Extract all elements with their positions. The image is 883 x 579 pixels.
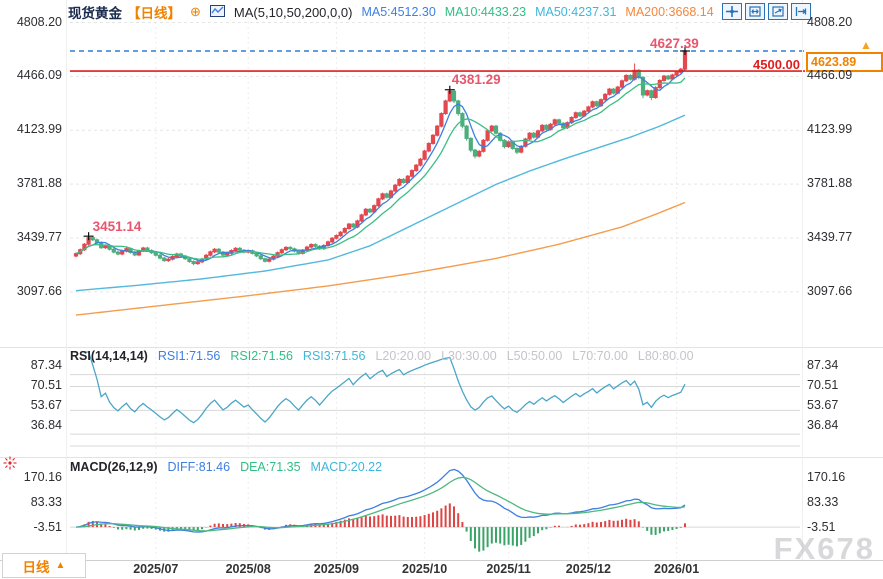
- instrument-title: 现货黄金: [68, 6, 122, 21]
- ma200-line: [75, 201, 686, 316]
- axis-separator: [0, 560, 883, 561]
- date-axis-label: 2025/09: [313, 562, 359, 576]
- date-axis-label: 2025/11: [486, 562, 531, 576]
- rsi-l20-value: L20:20.00: [375, 349, 432, 363]
- horizontal-line-price-label[interactable]: 4500.00: [753, 57, 800, 72]
- candlestick-series: [73, 50, 688, 266]
- macd-macd-value: MACD:20.22: [310, 460, 383, 474]
- price-axis-label: 4808.20: [807, 14, 853, 29]
- rsi2-value: RSI2:71.56: [230, 349, 293, 363]
- rsi-l80-value: L80:80.00: [637, 349, 694, 363]
- price-axis-label: 3097.66: [16, 283, 62, 298]
- rsi-axis-label: 70.51: [30, 377, 62, 392]
- restore-scale-button[interactable]: [768, 3, 788, 20]
- macd-axis-label: 83.33: [30, 495, 62, 510]
- sun-icon: [3, 456, 17, 475]
- rsi-l70-value: L70:70.00: [572, 349, 628, 363]
- panel-separator: [0, 347, 883, 348]
- price-annotation: 4627.39: [650, 35, 699, 51]
- macd-header: MACD(26,12,9) DIFF:81.46 DEA:71.35 MACD:…: [70, 460, 382, 474]
- date-axis-label: 2026/01: [654, 562, 700, 576]
- price-axis-label: 3439.77: [16, 229, 62, 244]
- chart-header: 现货黄金 【日线】 ⊕ MA(5,10,50,200,0,0) MA5:4512…: [68, 2, 714, 22]
- ma-settings-label[interactable]: MA(5,10,50,200,0,0): [233, 4, 353, 20]
- ma10-line: [75, 77, 686, 260]
- rsi-header: RSI(14,14,14) RSI1:71.56 RSI2:71.56 RSI3…: [70, 349, 694, 363]
- rsi-axis-label: 36.84: [807, 418, 839, 432]
- go-to-latest-button[interactable]: [791, 3, 811, 20]
- macd-diff-line: [75, 468, 686, 533]
- macd-axis-label: 170.16: [807, 469, 846, 484]
- price-axis-label: 4123.99: [16, 122, 62, 137]
- ma200-value: MA200:3668.14: [625, 5, 714, 19]
- chart-toolbar: [722, 3, 811, 20]
- panel-separator: [0, 457, 883, 458]
- macd-dea-value: DEA:71.35: [240, 460, 301, 474]
- macd-name[interactable]: MACD(26,12,9): [70, 460, 158, 474]
- ma10-value: MA10:4433.23: [444, 5, 527, 19]
- rsi1-value: RSI1:71.56: [157, 349, 221, 363]
- rsi-name[interactable]: RSI(14,14,14): [70, 349, 148, 363]
- ma-indicator-icon: [209, 5, 225, 19]
- macd-axis-label: -3.51: [807, 520, 836, 535]
- macd-axis-label: 170.16: [23, 469, 62, 484]
- price-axis-label: 4808.20: [16, 14, 62, 29]
- fit-width-button[interactable]: [745, 3, 765, 20]
- price-axis-label: 4466.09: [16, 68, 62, 83]
- macd-diff-value: DIFF:81.46: [167, 460, 231, 474]
- macd-dea-line: [75, 476, 686, 532]
- price-axis-label: 3097.66: [807, 283, 853, 298]
- left-axis-divider: [66, 0, 67, 560]
- add-indicator-icon[interactable]: ⊕: [190, 4, 201, 19]
- rsi-axis-label: 53.67: [807, 397, 839, 412]
- pan-tool-button[interactable]: [722, 3, 742, 20]
- date-axis-label: 2025/08: [225, 562, 271, 576]
- price-lines: [70, 50, 805, 72]
- period-selector-label: 日线: [22, 559, 50, 575]
- vertical-gridlines: [155, 12, 678, 558]
- rsi-axis-label: 87.34: [807, 357, 839, 372]
- macd-histogram: [70, 503, 800, 552]
- date-axis-label: 2025/12: [565, 562, 611, 576]
- date-axis-label: 2025/07: [133, 562, 179, 576]
- ma5-value: MA5:4512.30: [361, 5, 436, 19]
- price-axis-label: 4123.99: [807, 122, 853, 137]
- horizontal-gridlines: [70, 22, 800, 293]
- price-axis-label: 3439.77: [807, 229, 853, 244]
- rsi-line: [84, 351, 686, 424]
- price-axis-label: 3781.88: [16, 176, 62, 191]
- price-annotation: 4381.29: [451, 71, 501, 87]
- rsi-l30-value: L30:30.00: [441, 349, 497, 363]
- rsi-axis-label: 53.67: [30, 397, 62, 412]
- rsi-l50-value: L50:50.00: [506, 349, 563, 363]
- rsi3-value: RSI3:71.56: [302, 349, 366, 363]
- price-annotation: 3451.14: [92, 219, 142, 235]
- period-selector-button[interactable]: 日线 ▲: [2, 553, 86, 578]
- rsi-gridlines: [70, 374, 800, 447]
- ma5-line: [75, 68, 686, 262]
- current-price-tag: 4623.89: [806, 52, 883, 72]
- date-axis-label: 2025/10: [402, 562, 448, 576]
- rsi-axis-label: 70.51: [807, 377, 839, 392]
- high-markers: [83, 46, 690, 241]
- watermark: FX678: [773, 531, 875, 566]
- chevron-up-icon: ▲: [55, 560, 66, 571]
- price-axis-label: 3781.88: [807, 176, 853, 191]
- right-axis-divider: [802, 0, 803, 560]
- price-up-arrow-icon: ▲: [860, 38, 872, 52]
- rsi-axis-label: 36.84: [30, 418, 62, 432]
- ma50-line: [75, 114, 686, 292]
- rsi-axis-label: 87.34: [30, 357, 62, 372]
- macd-axis-label: 83.33: [807, 495, 839, 510]
- price-axis-label: 4466.09: [807, 68, 853, 83]
- ma50-value: MA50:4237.31: [535, 5, 617, 19]
- macd-axis-label: -3.51: [33, 520, 63, 535]
- period-label[interactable]: 【日线】: [127, 6, 181, 21]
